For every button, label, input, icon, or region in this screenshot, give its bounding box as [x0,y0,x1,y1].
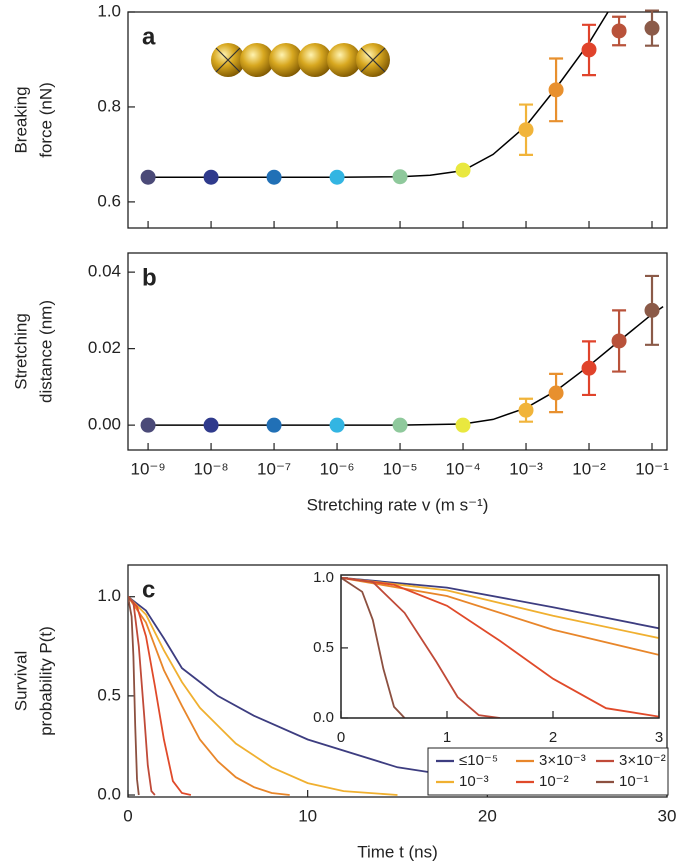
x-tick-label: 10⁻² [572,459,606,478]
x-tick-label: 10⁻⁸ [194,459,229,478]
panel-letter: a [142,23,156,50]
inset-curve [341,577,406,718]
data-point [329,169,345,185]
plot-frame [127,11,668,229]
data-point [392,169,408,185]
data-point [266,169,282,185]
data-point [518,122,534,138]
inset-curve [341,576,659,718]
plot-frame [127,252,668,451]
plot-frame [127,564,668,798]
legend-label: 10⁻³ [459,773,489,790]
panel-letter: c [142,576,155,603]
y-axis-label: Survival [11,651,30,711]
data-point [548,385,564,401]
x-tick-label: 10⁻⁴ [445,459,480,478]
survival-curve [128,596,290,796]
x-tick-label: 1 [443,729,451,746]
x-axis-label: Stretching rate v (m s⁻¹) [307,495,489,514]
data-point [581,42,597,58]
x-tick-label: 2 [549,729,557,746]
x-tick-label: 10⁻⁹ [130,459,165,478]
panel-letter: b [142,264,157,291]
x-tick-label: 30 [658,806,677,825]
y-axis-label: force (nN) [36,82,55,158]
x-tick-label: 10⁻⁵ [383,459,418,478]
inset-frame [340,574,660,719]
legend-label: 3×10⁻³ [539,752,586,769]
data-point [266,417,282,433]
nanowire-illustration [211,43,390,77]
data-point [392,417,408,433]
y-tick-label: 1.0 [97,586,121,605]
x-axis-label: Time t (ns) [357,842,438,861]
inset-curve [341,576,659,656]
data-point [611,333,627,349]
y-tick-label: 0.5 [97,685,121,704]
data-point [581,360,597,376]
fit-group [148,12,609,178]
data-point [455,162,471,178]
data-point [548,82,564,98]
survival-curve [128,596,192,796]
fit-line [148,12,609,178]
y-tick-label: 0.02 [88,338,121,357]
survival-curve [128,596,156,796]
legend-label: 10⁻¹ [619,773,649,790]
x-tick-label: 10⁻⁶ [320,459,355,478]
survival-curve [128,596,398,796]
inset-curve [341,576,501,718]
y-tick-label: 0.0 [313,709,334,726]
legend-box [427,747,669,796]
x-tick-label: 3 [655,729,663,746]
data-point [644,302,660,318]
data-point [455,417,471,433]
x-tick-label: 0 [337,729,345,746]
y-tick-label: 0.04 [88,262,121,281]
plot-frame [340,574,660,719]
x-tick-label: 0 [123,806,132,825]
y-tick-label: 1.0 [313,569,334,586]
data-point [611,23,627,39]
data-point [140,169,156,185]
data-point [203,169,219,185]
y-tick-label: 0.0 [97,785,121,804]
data-point [644,20,660,36]
y-axis-label: Breaking [11,86,30,153]
y-axis-label: Stretching [11,313,30,390]
data-point [140,417,156,433]
y-tick-label: 0.6 [97,191,121,210]
y-tick-label: 1.0 [97,1,121,20]
x-tick-label: 20 [478,806,497,825]
inset-curve [341,576,659,630]
inset-curves [341,576,659,718]
legend-label: 3×10⁻² [619,752,666,769]
survival-curve [128,596,140,796]
y-axis-label: distance (nm) [36,300,55,403]
data-point [329,417,345,433]
x-tick-label: 10⁻⁷ [257,459,291,478]
data-point [203,417,219,433]
legend-label: 10⁻² [539,773,569,790]
inset-curve [341,576,659,640]
data-point [518,402,534,418]
x-tick-label: 10⁻¹ [635,459,669,478]
y-axis-label: probability P(t) [36,626,55,736]
y-tick-label: 0.5 [313,639,334,656]
legend-label: ≤10⁻⁵ [459,752,498,769]
x-tick-label: 10 [298,806,317,825]
y-tick-label: 0.00 [88,415,121,434]
y-tick-label: 0.8 [97,96,121,115]
x-tick-label: 10⁻³ [509,459,543,478]
